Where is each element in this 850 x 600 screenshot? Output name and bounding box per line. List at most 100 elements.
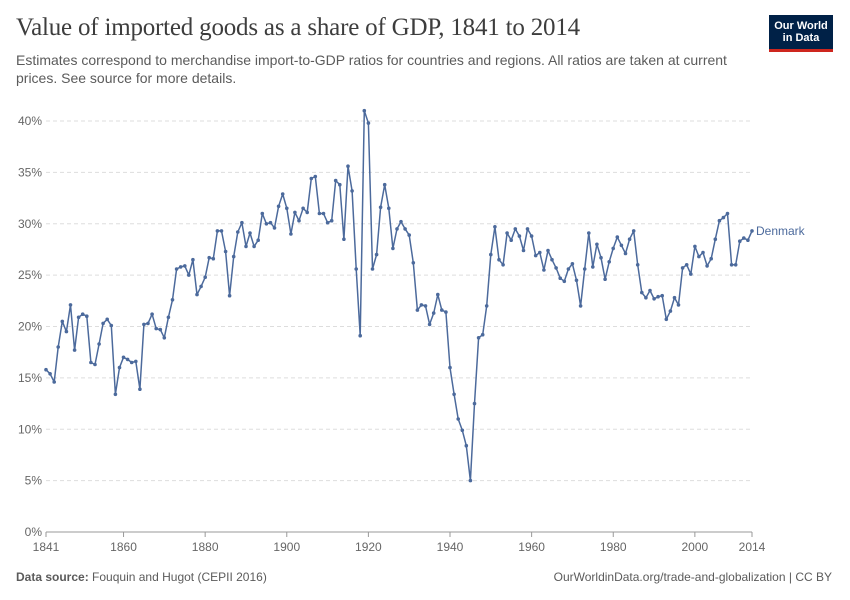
- data-point[interactable]: [607, 260, 611, 264]
- data-point[interactable]: [285, 206, 289, 211]
- data-point[interactable]: [399, 219, 403, 224]
- data-point[interactable]: [578, 304, 583, 308]
- data-point[interactable]: [656, 294, 660, 299]
- data-point[interactable]: [248, 231, 252, 235]
- data-point[interactable]: [517, 234, 522, 238]
- data-point[interactable]: [403, 227, 407, 231]
- owid-logo[interactable]: Our World in Data: [769, 15, 833, 52]
- data-point[interactable]: [203, 275, 207, 280]
- data-point[interactable]: [729, 263, 734, 267]
- data-point[interactable]: [427, 322, 432, 327]
- data-point[interactable]: [325, 220, 330, 225]
- data-point[interactable]: [117, 365, 122, 370]
- data-point[interactable]: [227, 293, 232, 298]
- data-point[interactable]: [268, 220, 273, 225]
- data-point[interactable]: [191, 257, 195, 262]
- data-point[interactable]: [305, 210, 310, 215]
- data-point[interactable]: [350, 189, 354, 193]
- data-point[interactable]: [750, 229, 754, 233]
- data-point[interactable]: [489, 252, 493, 257]
- data-point[interactable]: [697, 254, 701, 259]
- data-point[interactable]: [142, 322, 146, 327]
- data-point[interactable]: [725, 211, 730, 216]
- data-point[interactable]: [538, 250, 542, 255]
- data-point[interactable]: [619, 243, 624, 248]
- data-point[interactable]: [346, 164, 350, 168]
- data-point[interactable]: [411, 261, 416, 265]
- data-point[interactable]: [72, 348, 77, 352]
- data-point[interactable]: [183, 264, 187, 268]
- data-point[interactable]: [80, 312, 85, 317]
- data-point[interactable]: [701, 250, 705, 255]
- data-point[interactable]: [211, 256, 216, 261]
- data-point[interactable]: [68, 303, 73, 307]
- data-point[interactable]: [587, 231, 591, 235]
- data-point[interactable]: [623, 251, 628, 256]
- data-point[interactable]: [721, 215, 726, 220]
- data-point[interactable]: [166, 315, 171, 320]
- data-point[interactable]: [419, 303, 424, 307]
- data-point[interactable]: [705, 264, 709, 268]
- data-point[interactable]: [85, 314, 89, 319]
- data-point[interactable]: [150, 312, 154, 317]
- data-point[interactable]: [395, 227, 399, 231]
- data-point[interactable]: [533, 253, 538, 258]
- data-point[interactable]: [476, 336, 481, 340]
- data-point[interactable]: [436, 292, 440, 297]
- data-point[interactable]: [668, 309, 673, 313]
- data-point[interactable]: [582, 267, 587, 271]
- data-point[interactable]: [521, 248, 526, 253]
- data-point[interactable]: [709, 256, 713, 261]
- data-point[interactable]: [664, 317, 669, 322]
- series-line-denmark[interactable]: [45, 109, 753, 482]
- data-point[interactable]: [97, 342, 101, 346]
- data-point[interactable]: [113, 392, 118, 397]
- data-point[interactable]: [162, 336, 167, 340]
- data-point[interactable]: [566, 267, 571, 271]
- data-point[interactable]: [76, 315, 81, 320]
- data-point[interactable]: [635, 263, 640, 267]
- data-point[interactable]: [309, 176, 314, 181]
- data-point[interactable]: [738, 239, 742, 243]
- data-point[interactable]: [676, 303, 681, 307]
- data-point[interactable]: [358, 333, 363, 338]
- data-point[interactable]: [525, 227, 530, 231]
- data-point[interactable]: [415, 308, 420, 312]
- data-point[interactable]: [374, 252, 379, 257]
- data-point[interactable]: [627, 237, 632, 241]
- data-point[interactable]: [134, 359, 138, 364]
- data-point[interactable]: [472, 401, 477, 406]
- data-point[interactable]: [231, 254, 236, 259]
- data-point[interactable]: [644, 295, 648, 300]
- data-point[interactable]: [313, 174, 318, 179]
- data-point[interactable]: [615, 235, 620, 239]
- data-point[interactable]: [431, 311, 436, 315]
- data-point[interactable]: [558, 276, 562, 281]
- data-point[interactable]: [280, 192, 285, 196]
- data-point[interactable]: [289, 232, 293, 236]
- data-point[interactable]: [407, 233, 412, 237]
- data-point[interactable]: [244, 244, 248, 249]
- data-point[interactable]: [121, 355, 126, 360]
- data-point[interactable]: [297, 218, 301, 223]
- data-point[interactable]: [370, 267, 375, 271]
- data-point[interactable]: [529, 234, 534, 238]
- data-point[interactable]: [448, 365, 452, 370]
- data-point[interactable]: [660, 293, 664, 298]
- data-point[interactable]: [236, 230, 240, 234]
- data-point[interactable]: [452, 392, 456, 397]
- data-point[interactable]: [693, 244, 697, 249]
- data-point[interactable]: [672, 295, 677, 300]
- data-point[interactable]: [464, 443, 469, 448]
- data-point[interactable]: [240, 220, 244, 225]
- data-point[interactable]: [684, 263, 689, 267]
- data-point[interactable]: [505, 231, 509, 235]
- data-point[interactable]: [493, 225, 497, 229]
- data-point[interactable]: [599, 255, 603, 260]
- data-point[interactable]: [456, 417, 461, 421]
- data-point[interactable]: [366, 121, 371, 125]
- data-point[interactable]: [44, 367, 48, 372]
- data-point[interactable]: [338, 182, 342, 187]
- data-point[interactable]: [154, 326, 158, 331]
- data-point[interactable]: [509, 238, 513, 242]
